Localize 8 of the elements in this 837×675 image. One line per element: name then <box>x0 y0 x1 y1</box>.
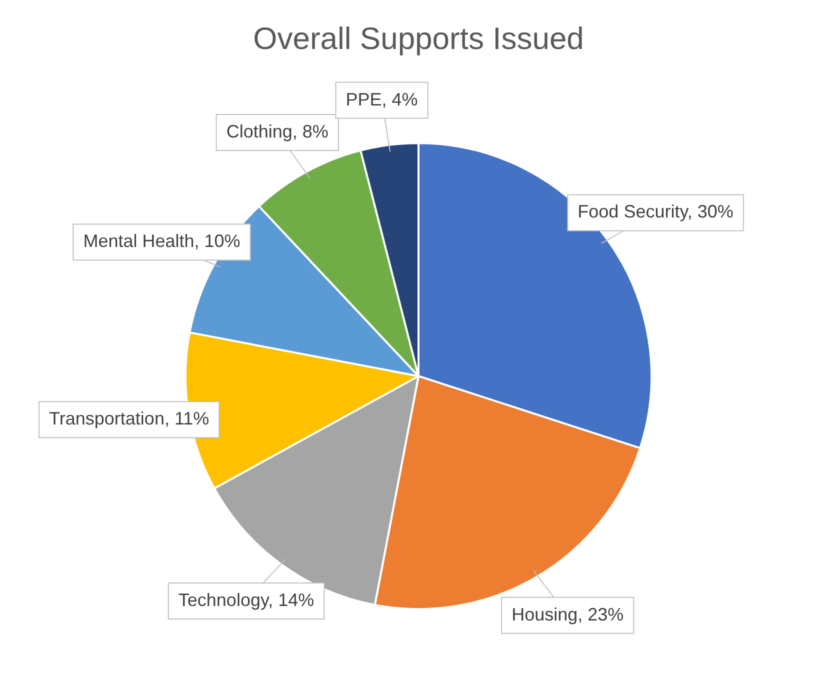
slice-label: Transportation, 11% <box>49 408 210 429</box>
slice-label: PPE, 4% <box>346 89 418 110</box>
slice-label: Technology, 14% <box>178 590 314 610</box>
chart-title: Overall Supports Issued <box>253 21 584 56</box>
slice-label: Housing, 23% <box>512 604 624 624</box>
slice-label: Mental Health, 10% <box>83 231 240 252</box>
slice-label: Clothing, 8% <box>226 121 328 142</box>
slice-label: Food Security, 30% <box>578 202 734 222</box>
